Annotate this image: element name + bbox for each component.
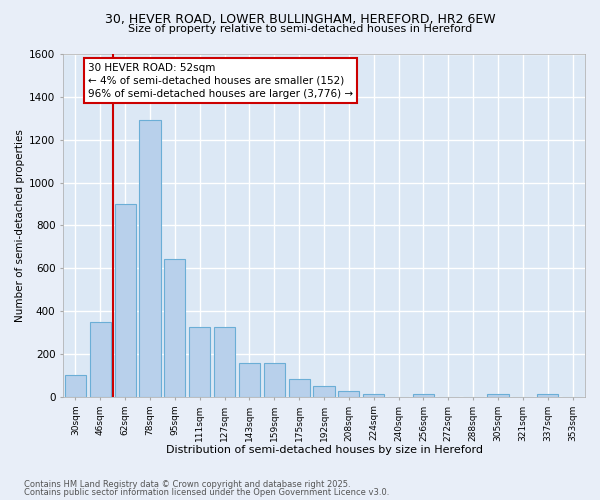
Bar	[115, 204, 136, 397]
Bar	[487, 394, 509, 397]
Text: 30 HEVER ROAD: 52sqm
← 4% of semi-detached houses are smaller (152)
96% of semi-: 30 HEVER ROAD: 52sqm ← 4% of semi-detach…	[88, 62, 353, 99]
Bar	[139, 120, 161, 397]
Bar	[164, 258, 185, 397]
Text: 30, HEVER ROAD, LOWER BULLINGHAM, HEREFORD, HR2 6EW: 30, HEVER ROAD, LOWER BULLINGHAM, HEREFO…	[104, 12, 496, 26]
Y-axis label: Number of semi-detached properties: Number of semi-detached properties	[15, 129, 25, 322]
Bar	[338, 392, 359, 397]
Bar	[363, 394, 384, 397]
Text: Size of property relative to semi-detached houses in Hereford: Size of property relative to semi-detach…	[128, 24, 472, 34]
Text: Contains public sector information licensed under the Open Government Licence v3: Contains public sector information licen…	[24, 488, 389, 497]
Bar	[214, 327, 235, 397]
Bar	[65, 376, 86, 397]
Bar	[413, 394, 434, 397]
X-axis label: Distribution of semi-detached houses by size in Hereford: Distribution of semi-detached houses by …	[166, 445, 482, 455]
Text: Contains HM Land Registry data © Crown copyright and database right 2025.: Contains HM Land Registry data © Crown c…	[24, 480, 350, 489]
Bar	[239, 362, 260, 397]
Bar	[537, 394, 558, 397]
Bar	[313, 386, 335, 397]
Bar	[90, 322, 111, 397]
Bar	[264, 362, 285, 397]
Bar	[289, 378, 310, 397]
Bar	[189, 327, 211, 397]
